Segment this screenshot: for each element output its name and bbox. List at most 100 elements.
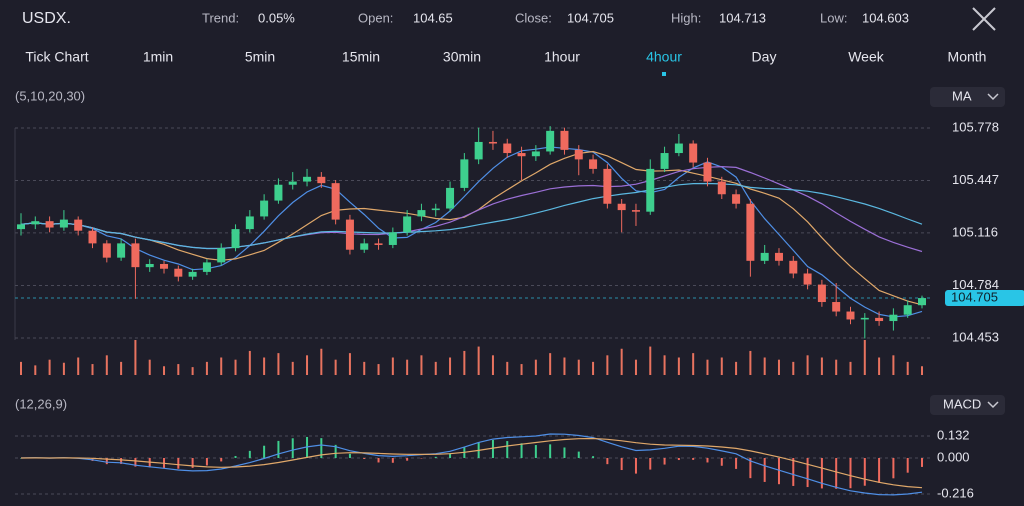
candle-body — [789, 260, 798, 274]
stat-label: Trend: — [202, 10, 239, 25]
volume-bar — [449, 357, 452, 375]
timeframe-tab[interactable]: Day — [752, 49, 777, 65]
timeframe-tab[interactable]: 1min — [143, 49, 173, 65]
close-button[interactable] — [972, 7, 996, 31]
macd-histogram — [649, 458, 652, 470]
last-price-tag — [945, 290, 1024, 307]
macd-histogram — [892, 458, 895, 479]
macd-histogram — [406, 458, 409, 461]
stat-value: 104.65 — [413, 10, 453, 25]
volume-bar — [120, 361, 123, 375]
y-tick-label: 104.453 — [952, 329, 999, 344]
volume-bar — [348, 353, 351, 375]
volume-bar — [835, 359, 838, 375]
volume-bar — [220, 357, 223, 375]
candle-body — [803, 273, 812, 285]
candle-body — [217, 248, 226, 263]
dropdown-arrow — [987, 93, 999, 101]
volume-bar — [134, 340, 137, 375]
volume-bar — [62, 362, 65, 375]
macd-dropdown-label[interactable]: MACD — [943, 396, 981, 411]
candle-body — [88, 230, 97, 244]
y-tick-label: 105.116 — [952, 224, 998, 239]
volume-bar — [820, 357, 823, 375]
active-indicator — [662, 72, 666, 76]
timeframe-tab[interactable]: 30min — [443, 49, 481, 65]
candle-body — [774, 252, 783, 261]
macd-tick-label: 0.000 — [937, 449, 970, 464]
volume-bar — [234, 359, 237, 375]
candle-body — [732, 194, 741, 204]
stat-label: Low: — [820, 10, 847, 25]
stat-value: 104.705 — [567, 10, 614, 25]
candle-body — [45, 221, 54, 228]
y-tick-label: 104.784 — [952, 277, 999, 292]
candle-body — [889, 314, 898, 322]
candle-body — [274, 184, 283, 201]
candle-body — [488, 141, 497, 144]
macd-histogram — [234, 456, 237, 458]
candle-body — [660, 153, 669, 169]
timeframe-tab[interactable]: 1hour — [544, 49, 580, 65]
macd-histogram — [863, 458, 866, 486]
candle-body — [474, 141, 483, 160]
timeframe-tab[interactable]: Week — [848, 49, 885, 65]
volume-bar — [792, 361, 795, 375]
volume-bar — [592, 361, 595, 375]
volume-bar — [506, 361, 509, 375]
macd-histogram — [420, 458, 423, 459]
moving-average — [20, 182, 923, 250]
y-tick-label: 105.778 — [952, 119, 999, 134]
volume-bar — [706, 359, 709, 375]
candle-body — [589, 159, 598, 169]
volume-bar — [391, 357, 394, 375]
volume-bar — [749, 350, 752, 375]
ma-dropdown[interactable] — [930, 87, 1005, 107]
candle-body — [74, 219, 83, 231]
macd-histogram — [348, 453, 351, 458]
timeframe-tab[interactable]: 4hour — [646, 49, 682, 65]
timeframe-tab[interactable]: Month — [948, 49, 987, 65]
volume-bar — [663, 355, 666, 375]
last-price-label: 104.705 — [951, 289, 998, 304]
volume-bar — [306, 355, 309, 375]
macd-histogram — [620, 458, 623, 471]
macd-histogram — [134, 458, 137, 467]
candle-body — [746, 203, 755, 261]
y-tick-label: 105.447 — [952, 172, 999, 187]
candle-body — [288, 181, 297, 185]
timeframe-tab[interactable]: 5min — [245, 49, 275, 65]
volume-bar — [263, 357, 266, 375]
macd-dropdown[interactable] — [930, 395, 1005, 415]
timeframe-tab[interactable]: 15min — [342, 49, 380, 65]
volume-bar — [191, 367, 194, 375]
macd-histogram — [520, 443, 523, 458]
timeframe-tab[interactable]: Tick Chart — [25, 49, 88, 65]
candle-body — [331, 183, 340, 220]
volume-bar — [491, 355, 494, 375]
volume-bar — [863, 340, 866, 375]
macd-histogram — [263, 445, 266, 458]
macd-histogram — [105, 458, 108, 465]
stat-value: 104.713 — [719, 10, 766, 25]
macd-histogram — [391, 458, 394, 463]
macd-params: (12,26,9) — [15, 396, 67, 411]
macd-histogram — [20, 458, 22, 459]
macd-histogram — [849, 458, 852, 489]
volume-bar — [320, 348, 323, 375]
macd-line — [20, 437, 923, 489]
stat-value: 0.05% — [258, 10, 295, 25]
candle-body — [31, 221, 40, 225]
volume-bar — [878, 357, 881, 375]
volume-bar — [406, 359, 409, 375]
ma-dropdown-label[interactable]: MA — [952, 88, 972, 103]
volume-bar — [205, 361, 208, 375]
macd-histogram — [491, 440, 494, 458]
candle-body — [860, 317, 869, 320]
volume-bar — [377, 364, 380, 375]
macd-histogram — [692, 458, 695, 460]
volume-bar — [434, 361, 437, 375]
volume-bar — [849, 361, 852, 375]
volume-bar — [620, 348, 623, 375]
macd-histogram — [792, 458, 795, 486]
